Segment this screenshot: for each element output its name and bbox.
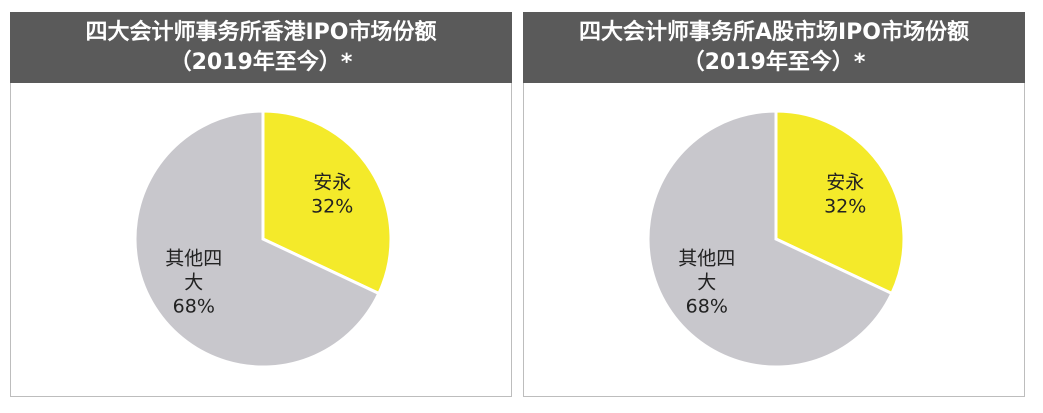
- pie-slice-0: [261, 109, 393, 296]
- slice-value-label: 32%: [824, 196, 866, 218]
- hk-ipo-chart-panel: 四大会计师事务所香港IPO市场份额 （2019年至今）* 安永 32% 其他四大 68…: [10, 12, 512, 397]
- chart-title-line-1: 四大会计师事务所香港IPO市场份额: [85, 20, 437, 45]
- slice-category-label: 其他四: [165, 247, 222, 269]
- slice-category-label: 安永: [826, 172, 864, 194]
- pie-slice-1: [133, 109, 381, 369]
- pie-slice-0: [774, 109, 906, 296]
- chart-title-line-1: 四大会计师事务所A股市场IPO市场份额: [578, 20, 970, 45]
- chart-title: 四大会计师事务所香港IPO市场份额 （2019年至今）*: [10, 12, 512, 83]
- chart-title-line-2: （2019年至今）*: [682, 50, 866, 75]
- slice-category-label: 其他四: [678, 247, 735, 269]
- chart-title: 四大会计师事务所A股市场IPO市场份额 （2019年至今）*: [523, 12, 1025, 83]
- chart-body: 安永 32% 其他四大 68%: [523, 83, 1025, 397]
- slice-category-label: 大: [184, 271, 203, 293]
- chart-title-line-2: （2019年至今）*: [169, 50, 353, 75]
- pie-slice-1: [646, 109, 894, 369]
- slice-value-label: 68%: [173, 295, 215, 317]
- chart-body: 安永 32% 其他四大 68%: [10, 83, 512, 397]
- slice-value-label: 32%: [311, 196, 353, 218]
- a-share-ipo-chart-panel: 四大会计师事务所A股市场IPO市场份额 （2019年至今）* 安永 32% 其他四大…: [523, 12, 1025, 397]
- slice-category-label: 大: [697, 271, 716, 293]
- slice-value-label: 68%: [686, 295, 728, 317]
- slice-category-label: 安永: [313, 172, 351, 194]
